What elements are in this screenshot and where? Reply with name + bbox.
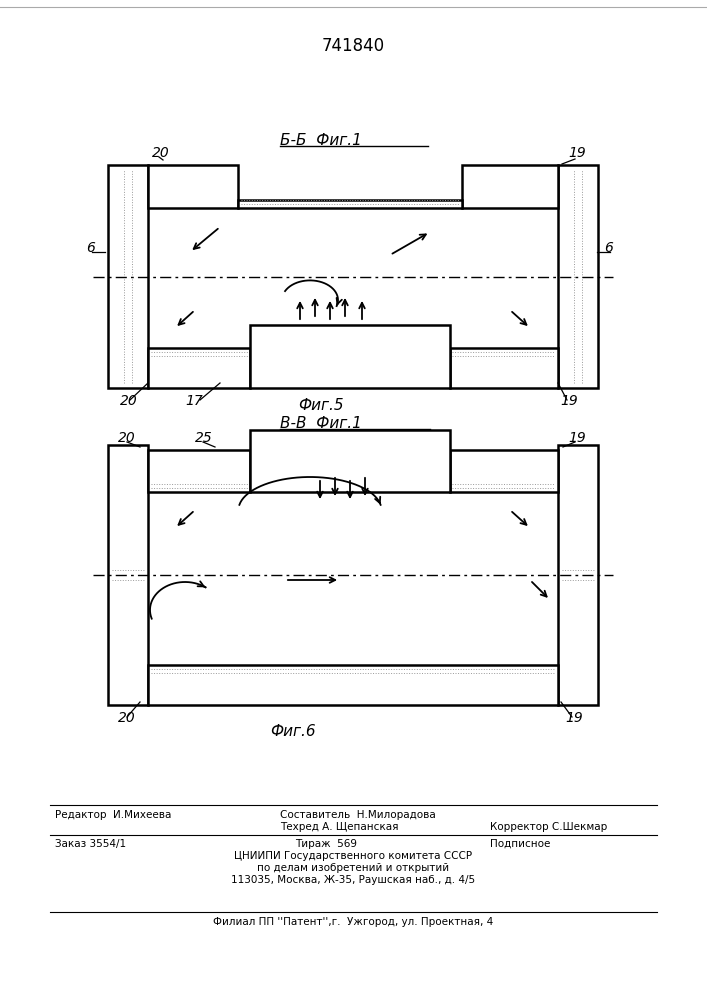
Text: Тираж  569: Тираж 569 [295, 839, 357, 849]
Text: Б-Б  Фиг.1: Б-Б Фиг.1 [280, 133, 362, 148]
Text: по делам изобретений и открытий: по делам изобретений и открытий [257, 863, 449, 873]
Bar [250, 325, 450, 388]
Text: Филиал ПП ''Патент'',г.  Ужгород, ул. Проектная, 4: Филиал ПП ''Патент'',г. Ужгород, ул. Про… [213, 917, 493, 927]
Bar [250, 430, 450, 492]
Text: 19: 19 [565, 711, 583, 725]
Text: Корректор С.Шекмар: Корректор С.Шекмар [490, 822, 607, 832]
Text: 113035, Москва, Ж-35, Раушская наб., д. 4/5: 113035, Москва, Ж-35, Раушская наб., д. … [231, 875, 475, 885]
Text: 19: 19 [568, 146, 586, 160]
Bar [148, 450, 250, 492]
Bar [450, 450, 558, 492]
Bar [148, 348, 250, 388]
Text: 6: 6 [86, 241, 95, 255]
Text: Фиг.6: Фиг.6 [270, 724, 315, 739]
Text: 19: 19 [560, 394, 578, 408]
Bar [148, 165, 238, 208]
Bar [108, 445, 148, 705]
Text: 20: 20 [120, 394, 138, 408]
Text: 6: 6 [604, 241, 613, 255]
Text: 17: 17 [185, 394, 203, 408]
Text: ЦНИИПИ Государственного комитета СССР: ЦНИИПИ Государственного комитета СССР [234, 851, 472, 861]
Text: 20: 20 [118, 431, 136, 445]
Bar [108, 165, 148, 388]
Bar [450, 348, 558, 388]
Text: 20: 20 [118, 711, 136, 725]
Text: В-В  Фиг.1: В-В Фиг.1 [280, 416, 362, 431]
Text: 741840: 741840 [322, 37, 385, 55]
Text: 19: 19 [568, 431, 586, 445]
Text: Фиг.5: Фиг.5 [298, 398, 344, 413]
Text: 20: 20 [152, 146, 170, 160]
Text: Редактор  И.Михеева: Редактор И.Михеева [55, 810, 171, 820]
Bar [148, 665, 558, 705]
Bar [558, 165, 598, 388]
Bar [558, 445, 598, 705]
Text: Составитель  Н.Милорадова: Составитель Н.Милорадова [280, 810, 436, 820]
Text: Заказ 3554/1: Заказ 3554/1 [55, 839, 126, 849]
Text: Техред А. Щепанская: Техред А. Щепанская [280, 822, 399, 832]
Bar [238, 200, 462, 208]
Text: Подписное: Подписное [490, 839, 550, 849]
Text: 25: 25 [195, 431, 213, 445]
Bar [462, 165, 558, 208]
